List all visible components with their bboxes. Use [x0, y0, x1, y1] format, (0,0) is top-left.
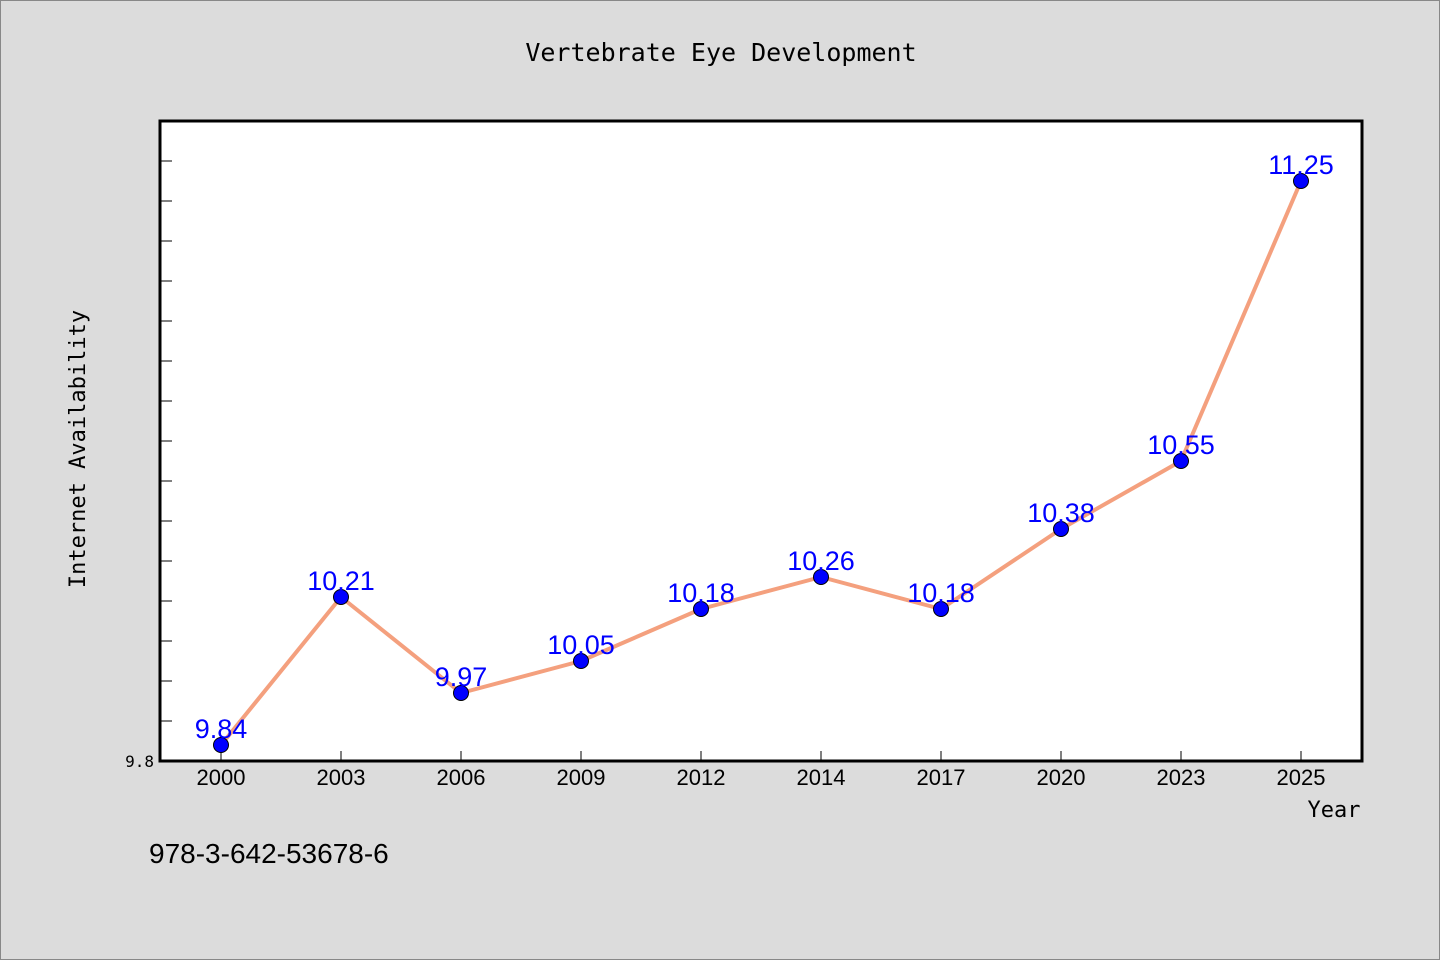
- series-line: [219, 180, 1303, 747]
- x-tick-label: 2014: [797, 765, 846, 790]
- x-tick-label: 2000: [197, 765, 246, 790]
- data-point: [1173, 453, 1189, 469]
- data-point: [453, 685, 469, 701]
- x-tick-label: 2020: [1037, 765, 1086, 790]
- x-axis-label: Year: [1308, 798, 1361, 823]
- x-tick-label: 2006: [437, 765, 486, 790]
- x-tick-label: 2017: [917, 765, 966, 790]
- y-axis-ticks: 9.8: [125, 160, 172, 771]
- data-label: 10.18: [667, 578, 735, 608]
- data-point: [1293, 173, 1309, 189]
- x-tick-label: 2012: [677, 765, 726, 790]
- data-label: 10.55: [1147, 430, 1215, 460]
- plot-frame: [158, 119, 1364, 763]
- chart-title: Vertebrate Eye Development: [525, 38, 916, 67]
- data-label: 9.84: [195, 714, 248, 744]
- data-point: [573, 653, 589, 669]
- series-layer: 9.84 10.21 9.97 10.05 10.18 10.26 10.18 10.38 10…: [195, 150, 1334, 753]
- data-label: 10.21: [307, 566, 375, 596]
- data-label: 10.05: [547, 630, 615, 660]
- data-point: [333, 589, 349, 605]
- plot-area: [160, 121, 1362, 761]
- data-label: 10.18: [907, 578, 975, 608]
- data-point: [1053, 521, 1069, 537]
- data-label: 10.38: [1027, 498, 1095, 528]
- y-axis-label: Internet Availability: [66, 310, 91, 588]
- data-point: [213, 737, 229, 753]
- y-tick-label: 9.8: [125, 752, 154, 771]
- data-point: [813, 569, 829, 585]
- data-point: [693, 601, 709, 617]
- x-tick-label: 2023: [1157, 765, 1206, 790]
- x-tick-label: 2009: [557, 765, 606, 790]
- data-label: 11.25: [1268, 150, 1334, 180]
- footnote-isbn: 978-3-642-53678-6: [149, 838, 389, 869]
- data-label: 9.97: [435, 662, 488, 692]
- x-tick-label: 2003: [317, 765, 366, 790]
- data-label: 10.26: [787, 546, 855, 576]
- x-tick-label: 2025: [1277, 765, 1326, 790]
- data-point: [933, 601, 949, 617]
- x-axis-ticks: 2000 2003 2006 2009 2012 2014 2017 2020 2023 2025: [197, 751, 1326, 790]
